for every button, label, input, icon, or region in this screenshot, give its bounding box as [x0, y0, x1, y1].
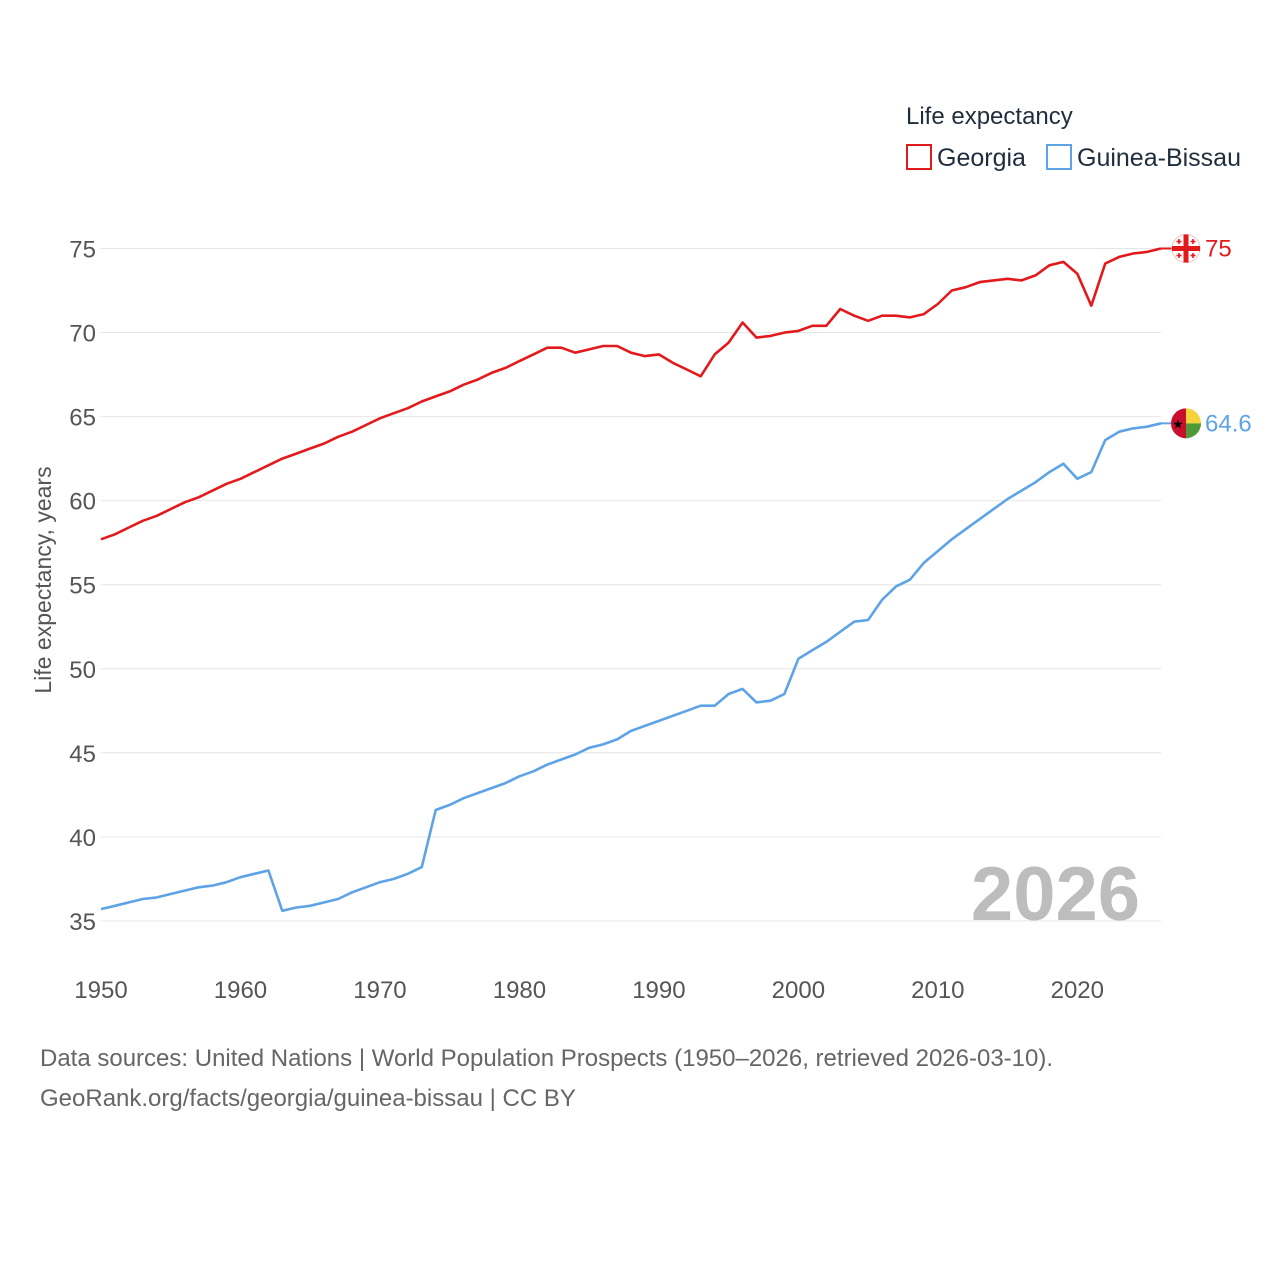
- legend-label-guinea-bissau[interactable]: Guinea-Bissau: [1077, 144, 1241, 172]
- x-tick-label: 1950: [74, 977, 127, 1004]
- x-tick-label: 1980: [493, 977, 546, 1004]
- legend-swatch-guinea-bissau[interactable]: [1046, 144, 1072, 170]
- x-tick-label: 2010: [911, 977, 964, 1004]
- svg-text:★: ★: [1172, 417, 1184, 432]
- y-tick-label: 40: [69, 825, 96, 852]
- series-line-georgia[interactable]: [100, 247, 1162, 541]
- legend-title: Life expectancy: [906, 103, 1073, 130]
- gridlines: [101, 248, 1161, 922]
- y-axis-title: Life expectancy, years: [30, 466, 56, 693]
- y-tick-label: 60: [69, 489, 96, 516]
- footer-link[interactable]: GeoRank.org/facts/georgia/guinea-bissau …: [40, 1085, 576, 1112]
- y-tick-label: 55: [69, 573, 96, 600]
- georgia-flag-icon: [1171, 234, 1201, 263]
- y-tick-label: 35: [69, 909, 96, 936]
- y-axis-ticks: 35 40 45 50 55 60 65 70 75: [69, 237, 96, 936]
- series-line-guinea-bissau[interactable]: [100, 422, 1162, 913]
- legend-swatch-georgia[interactable]: [906, 144, 932, 170]
- end-markers: 75 ★ 64.6: [1161, 234, 1252, 439]
- current-year-label: 2026: [971, 852, 1140, 937]
- footer-sources: Data sources: United Nations | World Pop…: [40, 1045, 1054, 1072]
- x-tick-label: 1990: [632, 977, 685, 1004]
- y-tick-label: 45: [69, 741, 96, 768]
- end-value-label: 64.6: [1205, 410, 1252, 437]
- x-tick-label: 1970: [353, 977, 406, 1004]
- legend: Life expectancy Georgia Guinea-Bissau: [906, 103, 1241, 172]
- series-lines: [100, 247, 1162, 913]
- x-tick-label: 1960: [214, 977, 267, 1004]
- end-value-label: 75: [1205, 236, 1232, 263]
- y-tick-label: 65: [69, 405, 96, 432]
- x-axis-ticks: 1950 1960 1970 1980 1990 2000 2010 2020: [74, 977, 1104, 1004]
- y-tick-label: 70: [69, 321, 96, 348]
- y-tick-label: 75: [69, 237, 96, 264]
- x-tick-label: 2000: [772, 977, 825, 1004]
- guinea-bissau-flag-icon: ★: [1171, 408, 1201, 439]
- legend-label-georgia[interactable]: Georgia: [937, 144, 1026, 172]
- x-tick-label: 2020: [1051, 977, 1104, 1004]
- y-tick-label: 50: [69, 657, 96, 684]
